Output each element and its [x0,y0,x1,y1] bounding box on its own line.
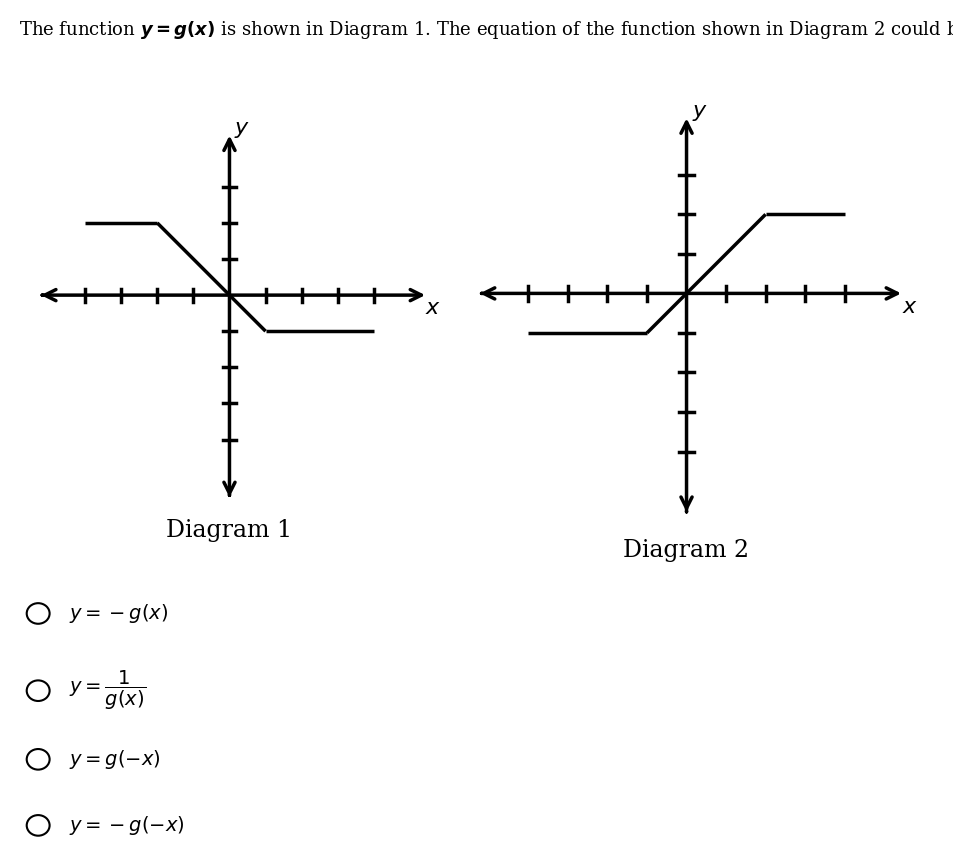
Text: $\mathit{x}$: $\mathit{x}$ [425,297,441,319]
Text: $y = -g(-x)$: $y = -g(-x)$ [69,814,184,837]
Text: $\mathit{x}$: $\mathit{x}$ [901,296,917,318]
Text: Diagram 2: Diagram 2 [623,539,749,561]
Text: Diagram 1: Diagram 1 [166,519,293,542]
Text: $y = -g(x)$: $y = -g(x)$ [69,602,168,625]
Text: $\mathit{y}$: $\mathit{y}$ [233,118,250,140]
Text: $\mathit{y}$: $\mathit{y}$ [692,100,708,123]
Text: The function $\boldsymbol{y = g(x)}$ is shown in Diagram 1. The equation of the : The function $\boldsymbol{y = g(x)}$ is … [19,19,953,41]
Text: $y = g(-x)$: $y = g(-x)$ [69,748,160,770]
Text: $y = \dfrac{1}{g(x)}$: $y = \dfrac{1}{g(x)}$ [69,669,146,712]
